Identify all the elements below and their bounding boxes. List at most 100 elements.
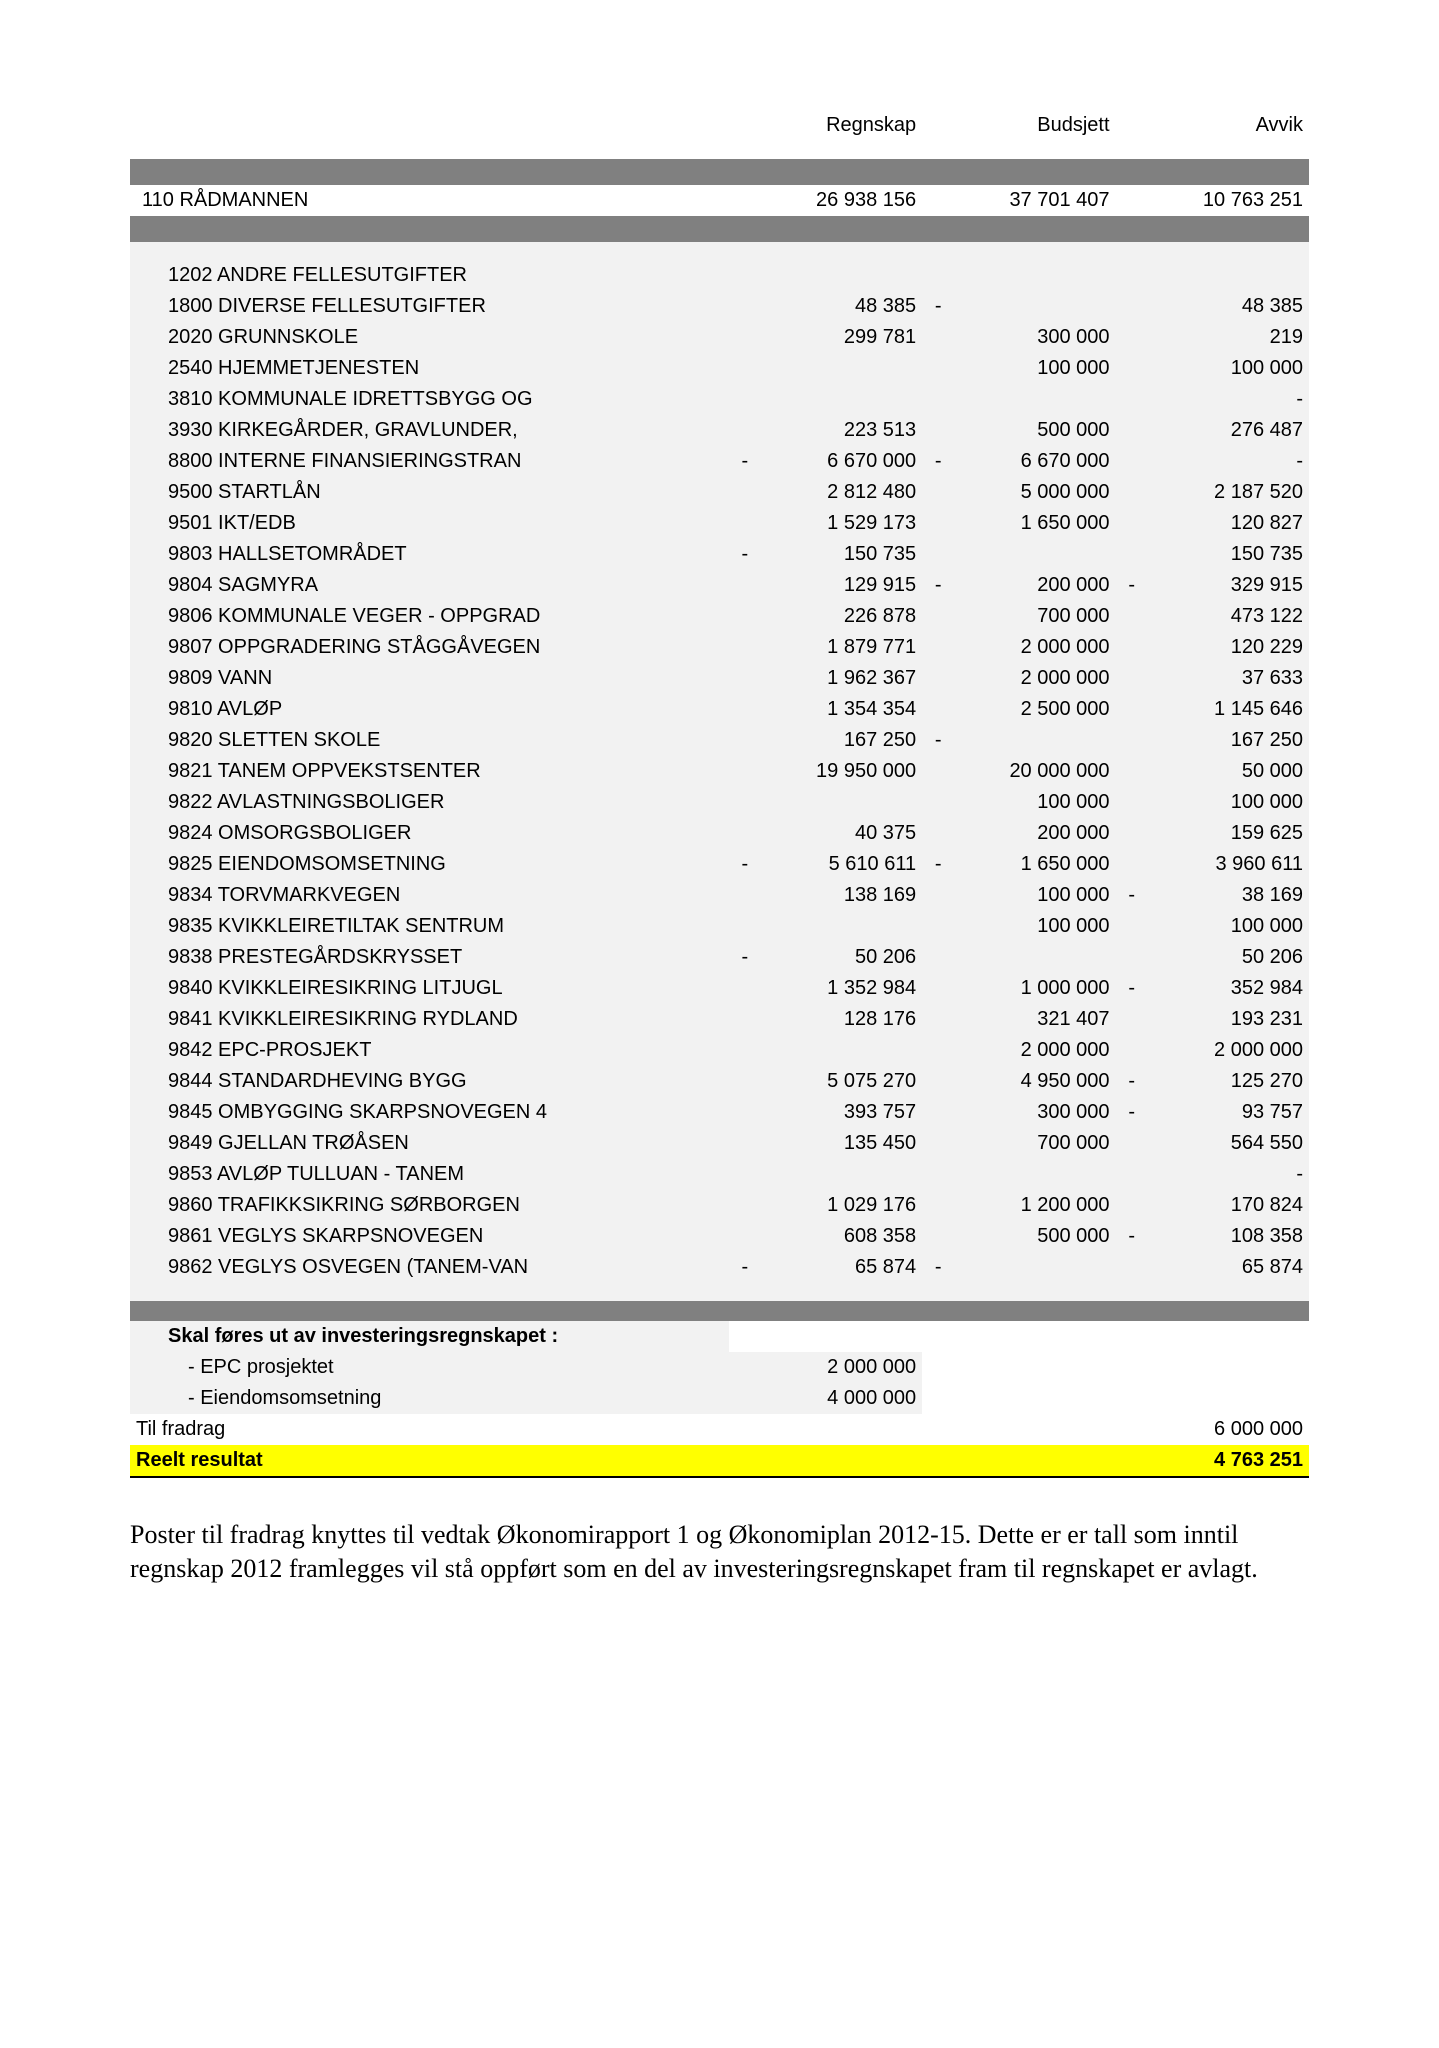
row-label: 9841 KVIKKLEIRESIKRING RYDLAND xyxy=(130,1004,729,1035)
cell-budsjett xyxy=(954,942,1115,973)
neg-avvik xyxy=(1116,1035,1148,1066)
cell-avvik xyxy=(1148,260,1309,291)
cell-avvik: 120 229 xyxy=(1148,632,1309,663)
cell-budsjett: 100 000 xyxy=(954,880,1115,911)
neg-budsjett xyxy=(922,1066,954,1097)
cell-regnskap: 1 962 367 xyxy=(761,663,922,694)
row-label: 9821 TANEM OPPVEKSTSENTER xyxy=(130,756,729,787)
cell-regnskap xyxy=(761,260,922,291)
neg-budsjett xyxy=(922,663,954,694)
neg-budsjett xyxy=(922,694,954,725)
cell-regnskap xyxy=(761,384,922,415)
cell-budsjett xyxy=(954,725,1115,756)
cell-budsjett: 200 000 xyxy=(954,818,1115,849)
neg-regnskap: - xyxy=(729,849,761,880)
row-label: 9804 SAGMYRA xyxy=(130,570,729,601)
cell-avvik: 167 250 xyxy=(1148,725,1309,756)
section-item-regnskap: 2 000 000 xyxy=(761,1352,922,1383)
neg-regnskap xyxy=(729,1159,761,1190)
neg-budsjett: - xyxy=(922,849,954,880)
neg-avvik: - xyxy=(1116,1066,1148,1097)
footnote-text: Poster til fradrag knyttes til vedtak Øk… xyxy=(130,1518,1309,1586)
cell-regnskap: 1 879 771 xyxy=(761,632,922,663)
neg-regnskap: - xyxy=(729,539,761,570)
cell-budsjett: 6 670 000 xyxy=(954,446,1115,477)
cell-avvik: 50 206 xyxy=(1148,942,1309,973)
cell-budsjett: 1 200 000 xyxy=(954,1190,1115,1221)
row-label: 9803 HALLSETOMRÅDET xyxy=(130,539,729,570)
cell-regnskap: 150 735 xyxy=(761,539,922,570)
cell-regnskap xyxy=(761,1035,922,1066)
neg-regnskap xyxy=(729,322,761,353)
section-item-label: - EPC prosjektet xyxy=(130,1352,729,1383)
cell-regnskap: 226 878 xyxy=(761,601,922,632)
row-label: 9849 GJELLAN TRØÅSEN xyxy=(130,1128,729,1159)
cell-budsjett: 300 000 xyxy=(954,322,1115,353)
neg-avvik xyxy=(1116,1252,1148,1283)
neg-budsjett: - xyxy=(922,725,954,756)
cell-regnskap: 65 874 xyxy=(761,1252,922,1283)
neg-budsjett xyxy=(922,787,954,818)
cell-budsjett xyxy=(954,384,1115,415)
neg-avvik xyxy=(1116,818,1148,849)
neg-avvik xyxy=(1116,1128,1148,1159)
neg-budsjett xyxy=(922,1004,954,1035)
neg-regnskap xyxy=(729,291,761,322)
row-label: 9842 EPC-PROSJEKT xyxy=(130,1035,729,1066)
til-avvik: 6 000 000 xyxy=(1148,1414,1309,1445)
cell-budsjett: 4 950 000 xyxy=(954,1066,1115,1097)
cell-regnskap: 1 529 173 xyxy=(761,508,922,539)
cell-regnskap: 1 354 354 xyxy=(761,694,922,725)
section-item-label: - Eiendomsomsetning xyxy=(130,1383,729,1414)
cell-budsjett: 100 000 xyxy=(954,911,1115,942)
cell-budsjett: 200 000 xyxy=(954,570,1115,601)
cell-avvik: 48 385 xyxy=(1148,291,1309,322)
neg-budsjett xyxy=(922,384,954,415)
cell-budsjett: 2 000 000 xyxy=(954,632,1115,663)
neg-regnskap xyxy=(729,1221,761,1252)
row-label: 9809 VANN xyxy=(130,663,729,694)
cell-regnskap xyxy=(761,353,922,384)
row-label: 1800 DIVERSE FELLESUTGIFTER xyxy=(130,291,729,322)
neg-regnskap xyxy=(729,508,761,539)
neg-budsjett xyxy=(922,911,954,942)
neg-avvik xyxy=(1116,1159,1148,1190)
row-label: 9825 EIENDOMSOMSETNING xyxy=(130,849,729,880)
neg-budsjett xyxy=(922,1035,954,1066)
neg-budsjett: - xyxy=(922,1252,954,1283)
cell-regnskap: 299 781 xyxy=(761,322,922,353)
neg-regnskap xyxy=(729,477,761,508)
neg-regnskap xyxy=(729,787,761,818)
row-label: 9806 KOMMUNALE VEGER - OPPGRAD xyxy=(130,601,729,632)
neg-regnskap xyxy=(729,632,761,663)
cell-avvik: 2 187 520 xyxy=(1148,477,1309,508)
cell-avvik: - xyxy=(1148,384,1309,415)
row-label: 9844 STANDARDHEVING BYGG xyxy=(130,1066,729,1097)
row-label: 9834 TORVMARKVEGEN xyxy=(130,880,729,911)
summary-budsjett: 37 701 407 xyxy=(954,185,1115,216)
neg-regnskap xyxy=(729,260,761,291)
cell-regnskap: 40 375 xyxy=(761,818,922,849)
cell-budsjett: 100 000 xyxy=(954,353,1115,384)
neg-avvik xyxy=(1116,291,1148,322)
cell-regnskap: 19 950 000 xyxy=(761,756,922,787)
neg-budsjett xyxy=(922,818,954,849)
cell-avvik: 100 000 xyxy=(1148,353,1309,384)
row-label: 9845 OMBYGGING SKARPSNOVEGEN 4 xyxy=(130,1097,729,1128)
neg-avvik: - xyxy=(1116,973,1148,1004)
neg-budsjett xyxy=(922,1128,954,1159)
neg-budsjett xyxy=(922,1221,954,1252)
cell-budsjett: 1 650 000 xyxy=(954,849,1115,880)
cell-regnskap: 138 169 xyxy=(761,880,922,911)
cell-regnskap: 129 915 xyxy=(761,570,922,601)
cell-avvik: 159 625 xyxy=(1148,818,1309,849)
cell-budsjett xyxy=(954,260,1115,291)
neg-budsjett xyxy=(922,973,954,1004)
cell-avvik: 100 000 xyxy=(1148,911,1309,942)
cell-regnskap: 608 358 xyxy=(761,1221,922,1252)
cell-budsjett: 2 000 000 xyxy=(954,663,1115,694)
row-label: 9835 KVIKKLEIRETILTAK SENTRUM xyxy=(130,911,729,942)
neg-avvik xyxy=(1116,415,1148,446)
row-label: 9810 AVLØP xyxy=(130,694,729,725)
row-label: 9500 STARTLÅN xyxy=(130,477,729,508)
